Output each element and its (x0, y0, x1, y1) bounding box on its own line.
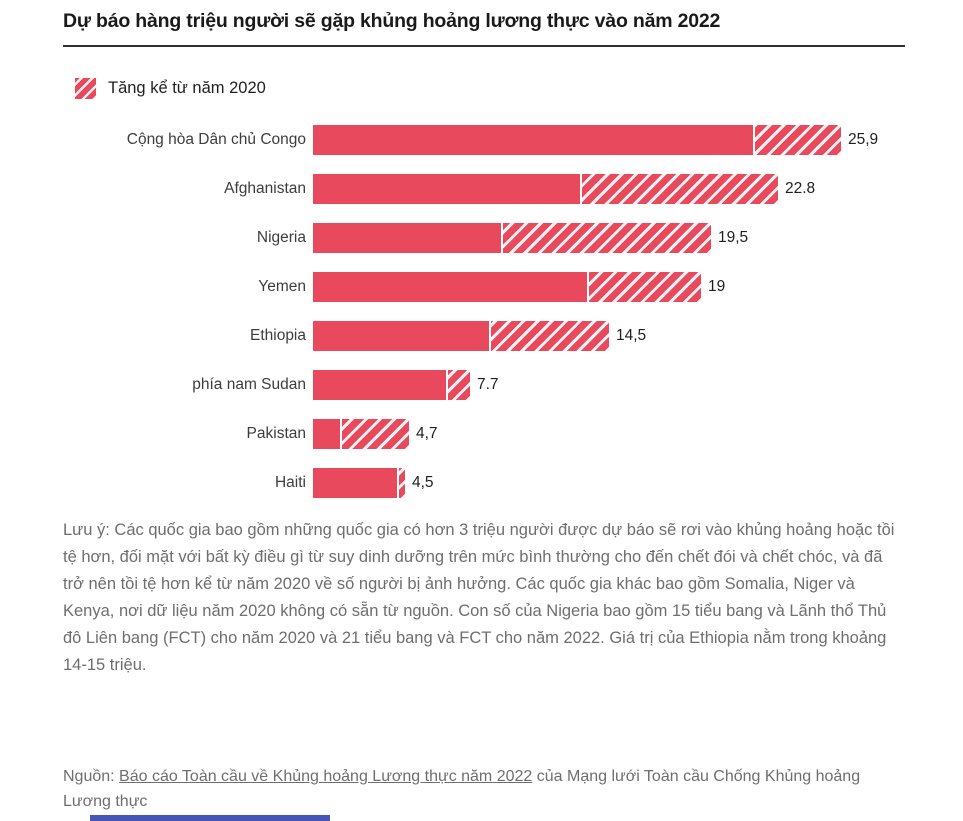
bar-increase-hatched (580, 174, 778, 204)
bar-row: Nigeria 19,5 (63, 223, 905, 253)
bar-track: 22.8 (313, 174, 815, 204)
bar-2022-total (313, 125, 841, 155)
value-label: 19,5 (718, 229, 749, 246)
bar-rows: Cộng hòa Dân chủ Congo 25,9 Afghanistan … (63, 125, 905, 498)
bar-increase-hatched (489, 321, 609, 351)
value-label: 19 (708, 278, 726, 295)
bar-row: phía nam Sudan 7.7 (63, 370, 905, 400)
source-link[interactable]: Báo cáo Toàn cầu về Khủng hoảng Lương th… (119, 768, 533, 785)
bar-track: 4,5 (313, 468, 434, 498)
value-label: 7.7 (477, 376, 499, 393)
bar-track: 19 (313, 272, 725, 302)
bar-row: Ethiopia 14,5 (63, 321, 905, 351)
bar-increase-hatched (446, 370, 470, 400)
bar-2022-total (313, 468, 405, 498)
legend: Tăng kể từ năm 2020 (63, 78, 905, 99)
country-label: Yemen (258, 278, 306, 295)
bar-increase-hatched (397, 468, 405, 498)
bar-row: Haiti 4,5 (63, 468, 905, 498)
hatched-swatch-icon (75, 78, 96, 99)
bottom-cropped-element (90, 815, 330, 821)
bar-row: Yemen 19 (63, 272, 905, 302)
source-suffix: của Mạng lưới Toàn cầu Chống Khủng hoảng… (63, 768, 861, 810)
bar-2022-total (313, 223, 711, 253)
bar-track: 19,5 (313, 223, 748, 253)
country-label: Ethiopia (249, 327, 306, 344)
country-label: Pakistan (246, 425, 306, 442)
bar-increase-hatched (587, 272, 701, 302)
bar-2022-total (313, 272, 701, 302)
bar-track: 7.7 (313, 370, 499, 400)
source-line: Nguồn: Báo cáo Toàn cầu về Khủng hoảng L… (63, 764, 905, 814)
bar-2022-total (313, 174, 778, 204)
bar-track: 14,5 (313, 321, 646, 351)
bar-2022-total (313, 370, 470, 400)
bar-row: Afghanistan 22.8 (63, 174, 905, 204)
country-label: phía nam Sudan (192, 376, 306, 393)
bar-2022-total (313, 419, 409, 449)
country-label: Cộng hòa Dân chủ Congo (126, 131, 306, 148)
bar-increase-hatched (753, 125, 841, 155)
bar-track: 4,7 (313, 419, 438, 449)
bar-2022-total (313, 321, 609, 351)
bar-increase-hatched (340, 419, 409, 449)
value-label: 25,9 (848, 131, 879, 148)
value-label: 14,5 (616, 327, 647, 344)
source-prefix: Nguồn: (63, 768, 120, 785)
country-label: Afghanistan (224, 180, 306, 197)
bar-row: Cộng hòa Dân chủ Congo 25,9 (63, 125, 905, 155)
chart-title: Dự báo hàng triệu người sẽ gặp khủng hoả… (63, 8, 905, 47)
legend-label: Tăng kể từ năm 2020 (108, 79, 266, 97)
value-label: 4,5 (412, 474, 434, 491)
country-label: Haiti (274, 474, 306, 491)
value-label: 4,7 (416, 425, 438, 442)
value-label: 22.8 (785, 180, 816, 197)
country-label: Nigeria (256, 229, 306, 246)
bar-row: Pakistan 4,7 (63, 419, 905, 449)
bar-track: 25,9 (313, 125, 878, 155)
bar-increase-hatched (501, 223, 711, 253)
footnote: Lưu ý: Các quốc gia bao gồm những quốc g… (63, 521, 895, 674)
